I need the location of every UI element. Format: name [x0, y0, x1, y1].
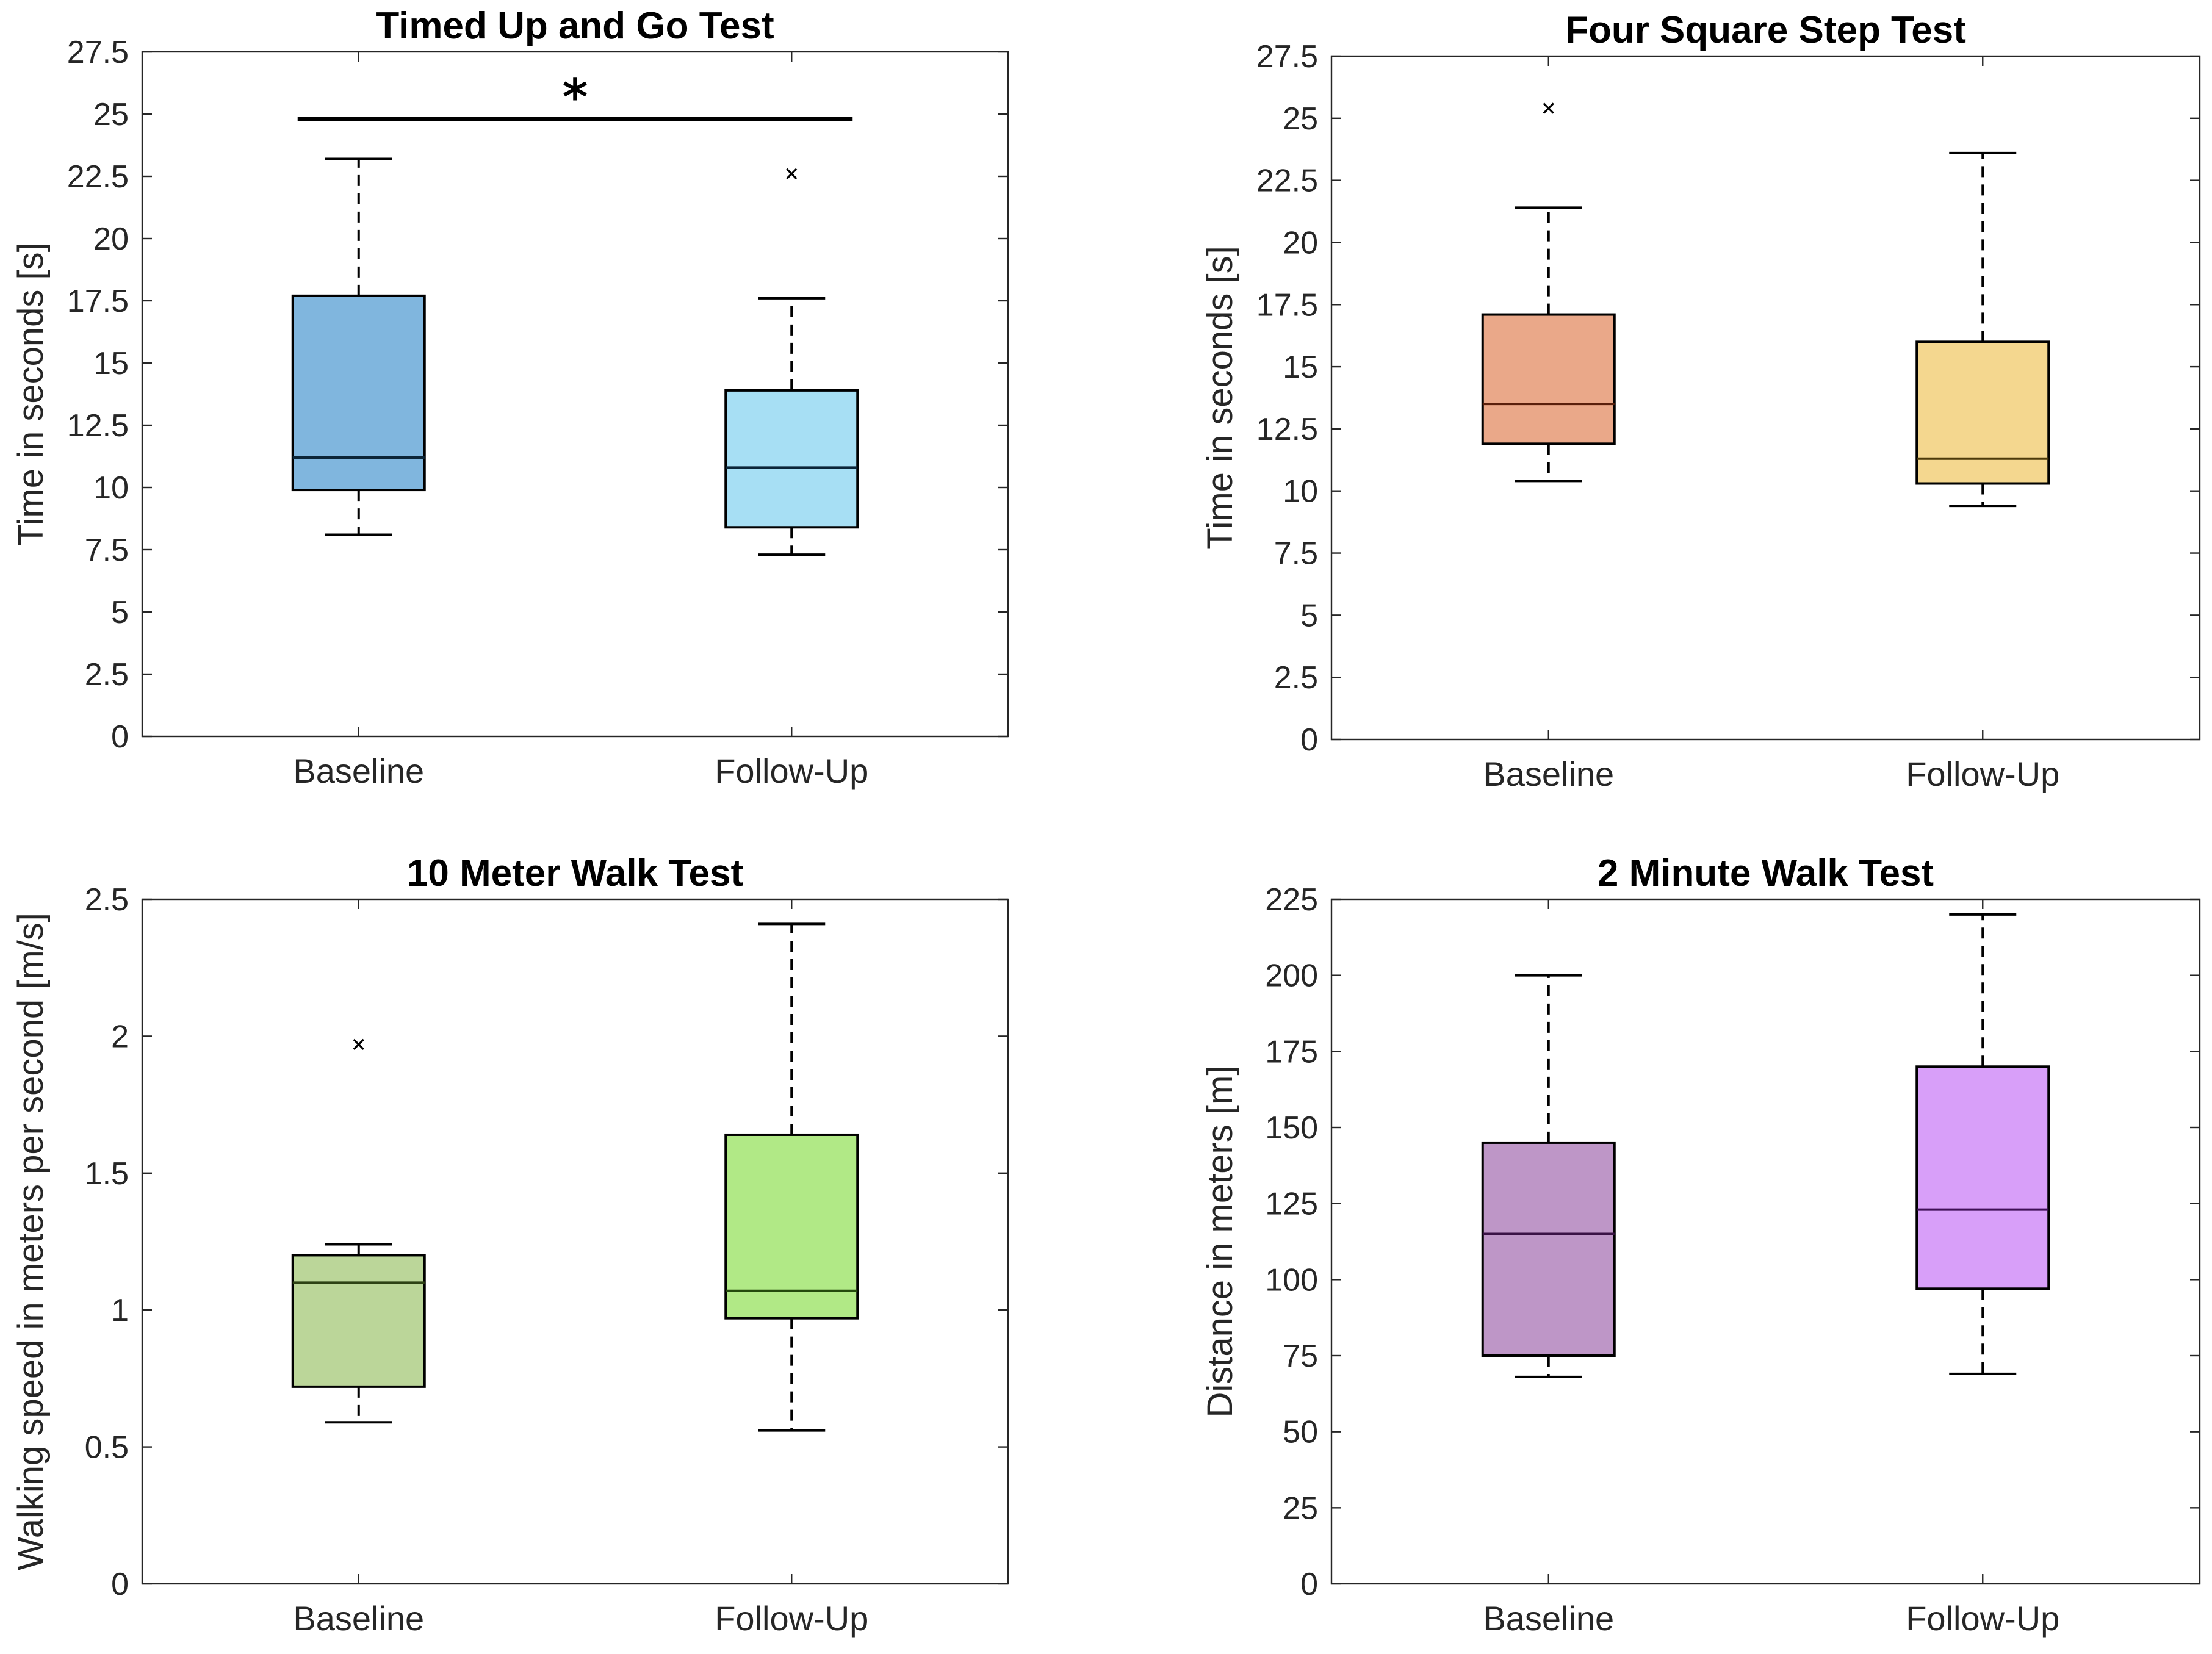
- chart-title: 2 Minute Walk Test: [1598, 852, 1934, 894]
- y-tick-label: 50: [1283, 1415, 1318, 1450]
- chart-panel-10-meter-walk-test: 10 Meter Walk Test Walking speed in meter…: [11, 852, 1009, 1638]
- y-tick-label: 0: [1300, 1567, 1318, 1602]
- outlier-marker: [786, 168, 798, 180]
- y-tick-label: 7.5: [85, 533, 129, 568]
- interquartile-box: [291, 294, 426, 492]
- x-tick-label-follow-up: Follow-Up: [715, 1599, 868, 1638]
- y-tick-label: 20: [93, 221, 129, 257]
- y-tick-label: 17.5: [1256, 287, 1318, 323]
- box-follow-up: [724, 168, 859, 556]
- box-baseline: [291, 157, 426, 536]
- y-tick-label: 25: [93, 97, 129, 132]
- box-baseline: [291, 1038, 426, 1424]
- y-tick-label: 15: [1283, 350, 1318, 385]
- interquartile-box: [1915, 1065, 2050, 1290]
- y-axis-label: Time in seconds [s]: [1200, 246, 1240, 549]
- box-baseline: [1481, 974, 1616, 1378]
- axes-frame: [141, 51, 1009, 738]
- interquartile-box: [291, 1254, 426, 1388]
- chart-title: Timed Up and Go Test: [376, 5, 774, 47]
- x-tick-label-follow-up: Follow-Up: [1906, 1599, 2059, 1638]
- y-tick-label: 0.5: [85, 1430, 129, 1465]
- y-tick-label: 27.5: [67, 35, 129, 70]
- y-tick-label: 5: [1300, 598, 1318, 633]
- y-tick-label: 1.5: [85, 1156, 129, 1192]
- chart-panel-four-square-step-test: Four Square Step Test Time in seconds [s]…: [1200, 9, 2201, 793]
- y-tick-label: 10: [93, 470, 129, 506]
- box-follow-up: [1915, 151, 2050, 508]
- y-tick-label: 7.5: [1274, 536, 1318, 572]
- y-tick-label: 2.5: [1274, 660, 1318, 696]
- chart-panel-timed-up-and-go-test: Timed Up and Go Test Time in seconds [s] 0…: [11, 5, 1009, 790]
- interquartile-box: [1915, 340, 2050, 485]
- axes-frame: [1330, 898, 2201, 1585]
- y-tick-label: 12.5: [67, 408, 129, 444]
- box-follow-up: [1915, 913, 2050, 1375]
- x-tick-label-follow-up: Follow-Up: [1906, 755, 2059, 793]
- y-tick-label: 100: [1265, 1262, 1318, 1298]
- y-tick-label: 2.5: [85, 882, 129, 918]
- y-axis-label: Walking speed in meters per second [m/s]: [11, 913, 51, 1570]
- y-tick-label: 5: [111, 595, 129, 630]
- significance-asterisk: *: [563, 69, 588, 126]
- interquartile-box: [724, 389, 859, 529]
- chart-panel-2-minute-walk-test: 2 Minute Walk Test Distance in meters [m]…: [1200, 852, 2201, 1638]
- y-tick-label: 0: [111, 719, 129, 755]
- y-axis-label: Distance in meters [m]: [1200, 1066, 1240, 1418]
- x-tick-label-follow-up: Follow-Up: [715, 752, 868, 790]
- y-tick-label: 0: [1300, 722, 1318, 758]
- y-tick-label: 2: [111, 1019, 129, 1054]
- chart-title: Four Square Step Test: [1565, 9, 1966, 51]
- chart-title: 10 Meter Walk Test: [407, 852, 743, 894]
- y-tick-label: 175: [1265, 1034, 1318, 1070]
- axes-frame: [1330, 55, 2201, 741]
- interquartile-box: [724, 1133, 859, 1320]
- y-tick-label: 75: [1283, 1339, 1318, 1374]
- outlier-marker: [1543, 102, 1554, 114]
- y-tick-label: 22.5: [1256, 164, 1318, 199]
- interquartile-box: [1481, 313, 1616, 445]
- y-tick-label: 22.5: [67, 159, 129, 195]
- y-tick-label: 12.5: [1256, 412, 1318, 447]
- outlier-marker: [353, 1038, 364, 1050]
- y-tick-label: 2.5: [85, 657, 129, 692]
- y-tick-label: 225: [1265, 882, 1318, 918]
- y-tick-label: 150: [1265, 1110, 1318, 1146]
- y-tick-label: 25: [1283, 101, 1318, 137]
- y-axis-label: Time in seconds [s]: [11, 242, 51, 545]
- axes-frame: [141, 898, 1009, 1585]
- x-tick-label-baseline: Baseline: [293, 1599, 424, 1638]
- y-tick-label: 25: [1283, 1490, 1318, 1526]
- y-tick-label: 15: [93, 346, 129, 381]
- y-tick-label: 1: [111, 1293, 129, 1328]
- interquartile-box: [1481, 1141, 1616, 1357]
- x-tick-label-baseline: Baseline: [293, 752, 424, 790]
- box-follow-up: [724, 922, 859, 1432]
- y-tick-label: 200: [1265, 958, 1318, 994]
- y-tick-label: 27.5: [1256, 39, 1318, 74]
- x-tick-label-baseline: Baseline: [1483, 755, 1614, 793]
- y-tick-label: 0: [111, 1567, 129, 1602]
- y-tick-label: 125: [1265, 1187, 1318, 1222]
- box-baseline: [1481, 102, 1616, 483]
- y-tick-label: 17.5: [67, 284, 129, 319]
- y-tick-label: 10: [1283, 474, 1318, 509]
- x-tick-label-baseline: Baseline: [1483, 1599, 1614, 1638]
- y-tick-label: 20: [1283, 225, 1318, 261]
